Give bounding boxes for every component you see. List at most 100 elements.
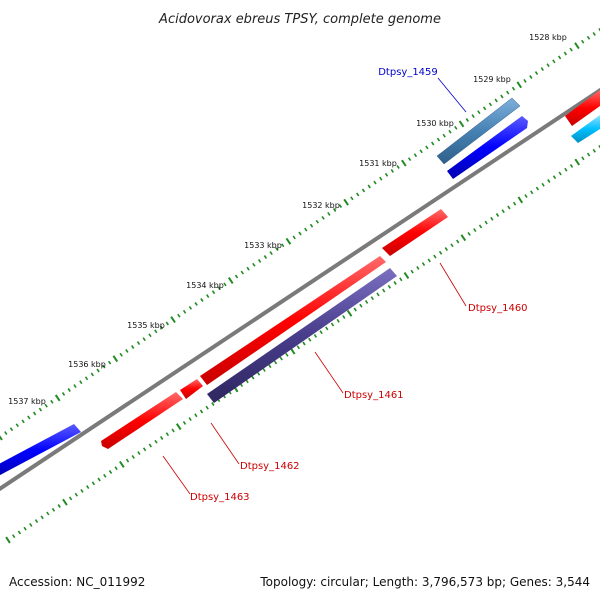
tick-mark: [557, 55, 562, 60]
tick-mark: [564, 167, 568, 172]
tick-mark: [90, 372, 94, 377]
tick-mark: [477, 110, 481, 115]
tick-mark: [170, 316, 176, 324]
tick-mark: [279, 356, 283, 361]
tick-mark: [142, 447, 147, 452]
tick-mark: [367, 184, 371, 189]
tick-mark: [34, 519, 39, 524]
tick-label-1529: 1529 kbp: [473, 75, 511, 84]
tick-mark: [23, 526, 27, 531]
gene-dtpsy-1460[interactable]: [382, 209, 448, 256]
tick-mark: [227, 277, 234, 284]
tick-mark: [403, 272, 410, 279]
gene-dtpsy-1462[interactable]: [180, 379, 203, 399]
gene-dtpsy-1463[interactable]: [101, 392, 183, 449]
tick-mark: [387, 284, 392, 289]
tick-mark: [574, 42, 580, 50]
tick-mark: [534, 71, 539, 75]
genome-backbone: [0, 87, 600, 492]
gene-label-1460[interactable]: Dtpsy_1460: [468, 303, 528, 314]
tick-mark: [5, 536, 11, 544]
tick-mark: [517, 196, 524, 204]
tick-mark: [119, 460, 125, 468]
tick-mark: [467, 231, 471, 236]
tick-mark: [315, 219, 319, 224]
tick-mark: [240, 270, 244, 275]
tick-mark: [436, 137, 441, 142]
gene-label-1463[interactable]: Dtpsy_1463: [190, 492, 250, 503]
tick-mark: [67, 388, 71, 392]
gene-unlabeled-blue-top[interactable]: [447, 116, 528, 179]
callout-line-1460: [439, 262, 467, 307]
tick-mark: [298, 231, 302, 236]
tick-mark: [529, 75, 533, 79]
gene-dtpsy-1459[interactable]: [436, 97, 521, 165]
tick-mark: [175, 423, 182, 431]
tick-mark: [511, 86, 516, 91]
gene-dtpsy-1461[interactable]: [207, 268, 397, 403]
tick-label-1528: 1528 kbp: [529, 33, 567, 42]
tick-mark: [62, 498, 68, 506]
tick-mark: [119, 352, 123, 357]
tick-mark: [54, 394, 61, 402]
tick-mark: [488, 102, 493, 107]
tick-mark: [73, 384, 77, 389]
tick-mark: [263, 255, 268, 259]
tick-mark: [342, 315, 346, 319]
gene-label-1459[interactable]: Dtpsy_1459: [378, 67, 438, 78]
tick-mark: [252, 262, 256, 267]
tick-mark: [416, 265, 420, 270]
gene-unlabeled-blue-left[interactable]: [0, 424, 81, 478]
tick-mark: [523, 78, 527, 83]
tick-mark: [32, 411, 37, 416]
callout-line-1461: [314, 351, 344, 394]
tick-mark: [450, 243, 454, 248]
tick-mark: [501, 209, 505, 214]
tick-mark: [165, 432, 170, 437]
tick-mark: [268, 364, 272, 369]
tick-label-1532: 1532 kbp: [302, 201, 340, 210]
tick-mark: [361, 188, 366, 193]
tick-mark: [598, 145, 600, 149]
tick-mark: [246, 266, 250, 271]
tick-mark: [199, 409, 204, 414]
tick-label-1530: 1530 kbp: [416, 119, 454, 128]
gene-unlabeled-cyan-edge[interactable]: [571, 115, 600, 143]
tick-mark: [421, 262, 426, 267]
gene-dtpsy-1460-join[interactable]: [200, 256, 386, 385]
tick-mark: [188, 305, 193, 310]
tick-mark: [188, 417, 192, 422]
gene-unlabeled-red-edge[interactable]: [565, 90, 600, 126]
tick-mark: [304, 227, 308, 232]
tick-mark: [125, 348, 129, 353]
tick-mark: [292, 235, 296, 240]
tick-mark: [541, 182, 545, 187]
tick-mark: [103, 473, 107, 478]
tick-mark: [410, 269, 414, 274]
tick-mark: [29, 522, 33, 527]
tick-mark: [460, 234, 467, 242]
tick-mark: [495, 213, 500, 217]
tick-mark: [569, 163, 574, 168]
tick-mark: [350, 196, 354, 201]
tick-mark: [338, 204, 343, 209]
tick-mark: [68, 496, 73, 501]
tick-mark: [256, 371, 261, 376]
tick-mark: [336, 318, 340, 323]
tick-mark: [546, 63, 550, 68]
tick-mark: [454, 125, 458, 130]
tick-mark: [535, 186, 540, 191]
tick-mark: [393, 281, 397, 285]
tick-mark: [419, 149, 423, 154]
tick-mark: [142, 337, 146, 342]
tick-mark: [285, 237, 292, 245]
gene-label-1462[interactable]: Dtpsy_1462: [240, 461, 300, 472]
tick-mark: [524, 194, 528, 199]
tick-mark: [516, 81, 523, 89]
tick-mark: [21, 419, 25, 424]
gene-label-1461[interactable]: Dtpsy_1461: [344, 390, 404, 401]
tick-mark: [61, 392, 66, 396]
tick-mark: [427, 258, 431, 263]
tick-mark: [211, 402, 215, 406]
